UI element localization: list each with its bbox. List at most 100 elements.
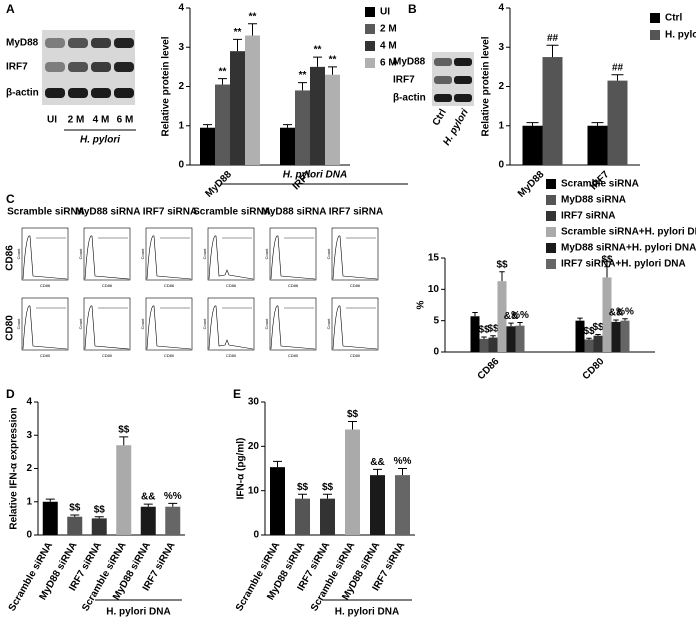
flow-axis-label: CD80 xyxy=(288,353,299,358)
blot-band xyxy=(454,94,472,102)
y-tick-label: 4 xyxy=(498,3,504,14)
error-bar xyxy=(323,493,332,499)
y-tick-label: 3 xyxy=(26,430,32,441)
flow-axis-label: CD80 xyxy=(226,353,237,358)
blot-band xyxy=(434,58,452,66)
blot-row-label: MyD88 xyxy=(6,38,39,49)
y-tick-label: 1 xyxy=(178,120,184,131)
annotation: ## xyxy=(547,33,559,44)
flow-axis-label: Count xyxy=(78,318,83,330)
error-bar xyxy=(119,436,129,446)
error-bar xyxy=(248,23,257,36)
x-tick-label: Scramble siRNA xyxy=(234,540,282,613)
flow-axis-label: Count xyxy=(202,318,207,330)
lane-label: 6 M xyxy=(117,115,134,126)
error-bar xyxy=(168,502,178,507)
flow-plot xyxy=(269,297,317,351)
column-label: IRF7 siRNA xyxy=(329,207,383,218)
annotation: %% xyxy=(616,306,634,317)
blot-band xyxy=(91,38,111,48)
error-bar xyxy=(490,335,496,338)
bar xyxy=(611,321,621,352)
y-tick-label: 0 xyxy=(498,160,504,171)
bar xyxy=(320,498,335,535)
y-axis-label: Relative IFN-α expression xyxy=(9,407,20,529)
error-bar xyxy=(526,122,539,126)
error-bar xyxy=(70,514,80,517)
legend-label: 2 M xyxy=(380,24,397,35)
flow-axis-label: Count xyxy=(140,318,145,330)
error-bar xyxy=(94,516,104,519)
error-bar xyxy=(398,468,407,476)
error-bar xyxy=(499,271,505,282)
histogram xyxy=(270,305,316,350)
flow-axis-label: CD86 xyxy=(350,283,361,288)
y-tick-label: 1 xyxy=(498,120,504,131)
panel-letter: A xyxy=(6,2,15,16)
y-tick-label: 3 xyxy=(178,42,184,53)
error-bar xyxy=(283,124,292,128)
blot-band xyxy=(45,88,65,98)
blot-band xyxy=(114,88,134,98)
annotation: $$ xyxy=(583,326,595,337)
flow-plot xyxy=(207,297,255,351)
annotation: ** xyxy=(234,27,242,38)
annotation: $$ xyxy=(297,482,309,493)
error-bar xyxy=(517,322,523,326)
annotation: $$ xyxy=(347,409,359,420)
error-bar xyxy=(328,66,337,75)
annotation: %% xyxy=(164,491,182,502)
flow-axis-label: CD86 xyxy=(40,283,51,288)
annotation: $$ xyxy=(496,259,508,270)
lane-label: 2 M xyxy=(68,115,85,126)
flow-axis-label: Count xyxy=(140,248,145,260)
legend-label: UI xyxy=(380,7,390,18)
bar xyxy=(42,501,58,535)
error-bar xyxy=(481,336,487,339)
group-label: H. pylori DNA xyxy=(335,607,399,618)
y-tick-label: 4 xyxy=(26,397,32,408)
legend-swatch xyxy=(365,41,375,51)
y-tick-label: 0 xyxy=(433,347,439,358)
column-label: MyD88 siRNA xyxy=(261,207,326,218)
y-tick-label: 0 xyxy=(178,160,184,171)
bar xyxy=(230,51,245,165)
annotation: $$ xyxy=(69,503,81,514)
legend-swatch xyxy=(546,211,556,221)
x-tick-label: CD80 xyxy=(581,356,607,382)
flow-axis-label: Count xyxy=(202,248,207,260)
y-tick-label: 0 xyxy=(26,530,32,541)
flow-plot xyxy=(83,297,131,351)
error-bar xyxy=(604,266,610,278)
bar xyxy=(395,475,410,535)
y-tick-label: 20 xyxy=(248,441,260,452)
annotation: %% xyxy=(511,310,529,321)
error-bar xyxy=(218,78,227,85)
error-bar xyxy=(611,74,624,81)
blot-band xyxy=(45,62,65,72)
flow-plot xyxy=(83,227,131,281)
annotation: ** xyxy=(249,11,257,22)
histogram xyxy=(22,235,68,280)
blot-band xyxy=(114,38,134,48)
error-bar xyxy=(613,319,619,322)
flow-plot xyxy=(145,297,193,351)
y-tick-label: 0 xyxy=(253,530,259,541)
y-tick-label: 5 xyxy=(433,315,439,326)
lane-label: UI xyxy=(47,115,57,126)
error-bar xyxy=(203,124,212,128)
y-tick-label: 2 xyxy=(178,81,184,92)
bar xyxy=(325,74,340,165)
flow-axis-label: Count xyxy=(16,248,21,260)
legend-swatch xyxy=(546,259,556,269)
annotation: ** xyxy=(329,55,337,66)
group-label: H. pylori xyxy=(80,135,120,146)
error-bar xyxy=(45,498,55,502)
flow-plot xyxy=(331,227,379,281)
bar xyxy=(280,127,295,165)
error-bar xyxy=(622,318,628,321)
column-label: IRF7 siRNA xyxy=(143,207,197,218)
annotation: $$ xyxy=(478,325,490,336)
annotation: ** xyxy=(219,66,227,77)
legend-label: H. pylori xyxy=(665,30,696,41)
